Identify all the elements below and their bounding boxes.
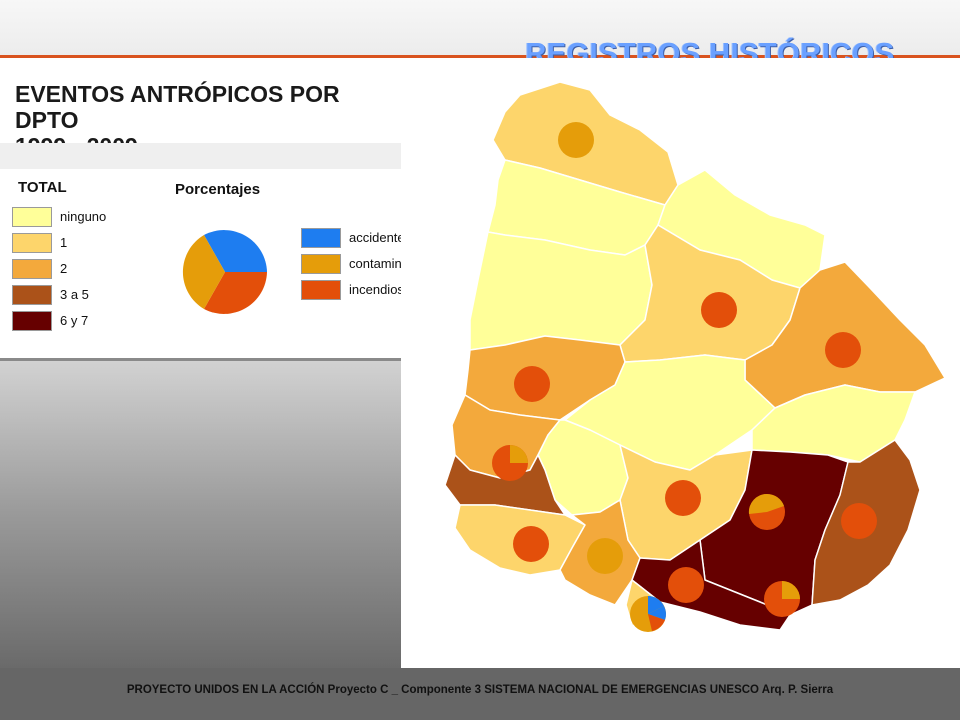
legend-label: 6 y 7 [60,313,89,328]
legend-pie-incendios [204,272,267,314]
legend-label: ninguno [60,209,107,224]
uruguay-map [401,58,960,668]
legend-pie-accidentes [204,230,267,272]
legend-total-heading: TOTAL [18,179,67,196]
pie-florida [665,480,701,516]
pie-lavalleja [748,493,785,530]
pie-cerro-largo [825,332,861,368]
legend-label: 3 a 5 [60,287,89,302]
pie-artigas [558,122,594,158]
pie-canelones-west [668,567,704,603]
legend-swatch [12,311,52,331]
legend-swatch [12,285,52,305]
legend-label: 1 [60,235,68,250]
pie-colonia [492,445,528,481]
map-title-line-1: EVENTOS ANTRÓPICOS POR DPTO [15,81,340,133]
legend-swatch [12,233,52,253]
grey-gradient-panel [0,358,401,668]
footer-credits: PROYECTO UNIDOS EN LA ACCIÓN Proyecto C … [126,684,834,696]
pie-rio-negro [514,366,550,402]
header-band [0,0,960,56]
pie-rivera-tacuarembo [701,292,737,328]
legend-label: accidentes [349,230,401,245]
pie-montevideo [630,596,666,632]
footer-bar: PROYECTO UNIDOS EN LA ACCIÓN Proyecto C … [0,668,960,720]
department-lavalleja [699,449,849,616]
legend-percent-heading: Porcentajes [175,181,261,198]
pie-san-jose [513,526,549,562]
legend-swatch [12,259,52,279]
pie-canelones-east [764,581,800,617]
legend-label: contaminación [349,256,401,271]
legend-swatch [301,228,341,248]
legend-label: 2 [60,261,68,276]
legend-swatch [12,207,52,227]
pie-markers [492,122,877,632]
header-divider [0,55,960,58]
legend-swatch [301,280,341,300]
legend-pie-contaminacion [182,235,225,309]
pie-san-jose-east [587,538,623,574]
map-legend-panel: EVENTOS ANTRÓPICOS POR DPTO 1999 - 2009 … [0,65,401,355]
legend-pie-icon [182,230,267,314]
legend-label: incendios [349,282,401,297]
legend-separator [0,143,401,169]
legend: TOTAL ninguno 1 2 3 a 5 6 y 7 Porcentaje… [0,169,401,355]
pie-rocha [841,503,877,539]
legend-swatch [301,254,341,274]
